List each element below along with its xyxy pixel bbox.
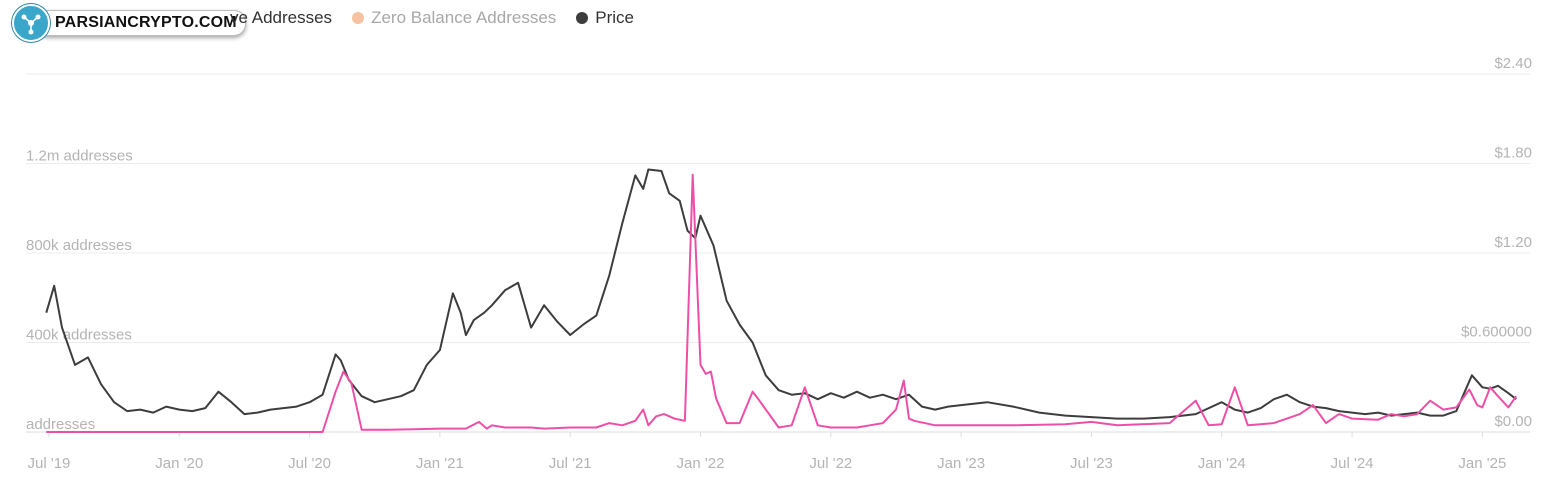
x-tick-label: Jul '24 — [1331, 455, 1374, 472]
watermark-text: PARSIANCRYPTO.COM — [36, 10, 246, 36]
chart-legend: ve Addresses Zero Balance Addresses Price — [230, 8, 654, 28]
x-tick-label: Jan '22 — [677, 455, 725, 472]
left-axis: addresses 400k addresses 800k addresses 1.2… — [26, 148, 133, 434]
x-tick-label: Jan '24 — [1198, 455, 1246, 472]
x-tick-label: Jan '25 — [1458, 455, 1506, 472]
legend-label: ve Addresses — [230, 8, 333, 27]
legend-dot-icon — [352, 12, 365, 24]
left-tick-label: 1.2m addresses — [26, 148, 133, 165]
left-tick-label: addresses — [26, 416, 95, 433]
x-tick-label: Jan '21 — [416, 455, 464, 472]
legend-label: Price — [595, 8, 635, 27]
watermark-badge: PARSIANCRYPTO.COM — [12, 4, 246, 42]
right-tick-label: $0.00 — [1494, 413, 1532, 430]
left-tick-label: 800k addresses — [26, 237, 132, 254]
left-tick-label: 400k addresses — [26, 327, 132, 344]
x-tick-label: Jul '23 — [1070, 455, 1113, 472]
price-line — [45, 168, 1517, 420]
x-tick-label: Jul '20 — [288, 455, 331, 472]
x-axis: Jul '19 Jan '20 Jul '20 Jan '21 Jul '21 Jan '… — [28, 432, 1506, 472]
right-tick-label: $1.80 — [1494, 145, 1532, 162]
right-axis: $0.00 $0.600000 $1.20 $1.80 $2.40 — [1461, 55, 1532, 430]
watermark-logo-icon — [12, 4, 50, 42]
legend-item[interactable]: Price — [576, 8, 634, 28]
x-tick-label: Jul '19 — [28, 455, 71, 472]
right-tick-label: $2.40 — [1494, 55, 1532, 72]
legend-item[interactable]: ve Addresses — [230, 8, 332, 28]
x-tick-label: Jan '20 — [155, 455, 203, 472]
x-tick-label: Jul '22 — [809, 455, 852, 472]
x-tick-label: Jan '23 — [937, 455, 985, 472]
legend-label: Zero Balance Addresses — [371, 8, 557, 27]
x-tick-label: Jul '21 — [549, 455, 592, 472]
ve-addresses-line — [46, 173, 1518, 433]
legend-dot-icon — [576, 12, 589, 24]
legend-item[interactable]: Zero Balance Addresses — [352, 8, 556, 28]
series-lines — [45, 168, 1518, 433]
right-tick-label: $0.600000 — [1461, 324, 1532, 341]
gridlines — [26, 73, 1530, 433]
right-tick-label: $1.20 — [1494, 234, 1532, 251]
